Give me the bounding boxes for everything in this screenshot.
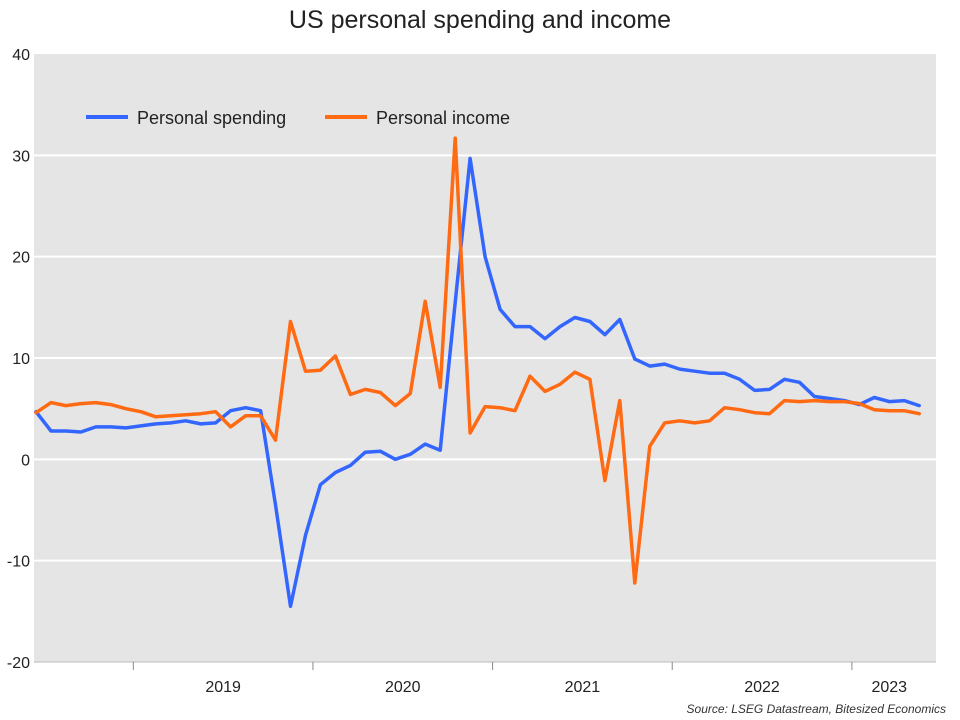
legend-label-personal-income: Personal income xyxy=(376,108,510,128)
legend-label-personal-spending: Personal spending xyxy=(137,108,286,128)
y-tick-label: -10 xyxy=(7,554,30,571)
x-tick-label: 2019 xyxy=(205,679,241,696)
y-tick-label: 30 xyxy=(12,148,30,165)
series-line-personal-spending xyxy=(34,156,921,609)
y-tick-label: 20 xyxy=(12,250,30,267)
x-axis: 2019 2020 2021 2022 2023 xyxy=(34,661,936,696)
y-tick-label: 0 xyxy=(21,452,30,469)
source-note: Source: LSEG Datastream, Bitesized Econo… xyxy=(686,702,946,716)
y-tick-label: 10 xyxy=(12,351,30,368)
series-lines xyxy=(34,136,921,609)
y-tick-label: -20 xyxy=(7,655,30,672)
y-axis-ticks: -20 -10 0 10 20 30 40 xyxy=(7,47,30,672)
chart-title: US personal spending and income xyxy=(288,6,672,34)
series-line-personal-income xyxy=(34,136,921,585)
x-tick-label: 2020 xyxy=(385,679,421,696)
x-tick-label: 2022 xyxy=(744,679,780,696)
x-tick-label: 2023 xyxy=(871,679,907,696)
legend: Personal spending Personal income xyxy=(86,108,510,128)
grid-lines xyxy=(34,154,936,562)
y-tick-label: 40 xyxy=(12,47,30,64)
x-tick-label: 2021 xyxy=(565,679,601,696)
